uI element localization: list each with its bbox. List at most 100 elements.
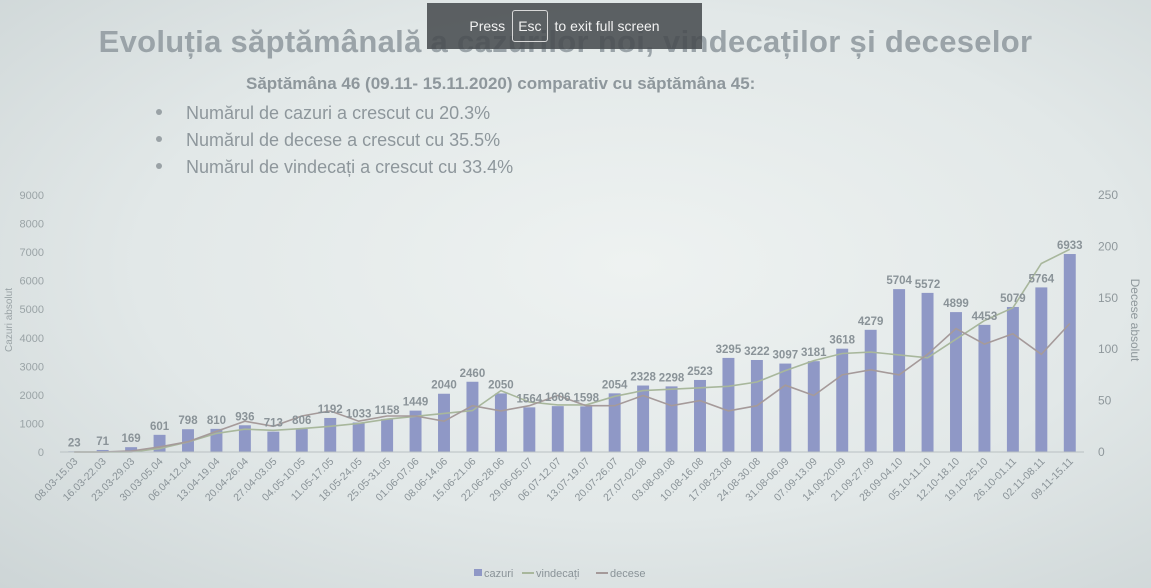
bar (153, 434, 166, 452)
bar (494, 393, 507, 452)
bar-data-label: 798 (178, 415, 198, 427)
bar-data-label: 3222 (744, 346, 770, 358)
y2-tick-label: 200 (1098, 239, 1118, 253)
bar (950, 312, 962, 452)
bar (210, 428, 223, 452)
bar-data-label: 3295 (716, 344, 742, 356)
bar (665, 386, 678, 452)
bar-data-label: 2054 (602, 379, 628, 391)
bar-data-label: 5764 (1029, 273, 1055, 285)
bar-data-label: 1606 (545, 392, 571, 404)
bar-data-label: 1192 (318, 404, 343, 416)
bar-data-label: 5704 (886, 275, 912, 287)
bar (807, 361, 820, 452)
bar-data-label: 4279 (858, 316, 884, 328)
bar-data-label: 1449 (403, 397, 429, 409)
bar (893, 289, 906, 452)
bar-data-label: 806 (292, 415, 311, 427)
bar (694, 379, 706, 452)
bar (864, 329, 877, 452)
bar (608, 393, 621, 452)
line-series-decese (74, 322, 1071, 453)
bar (381, 418, 394, 452)
chart-legend: cazuri vindecați decese (474, 568, 645, 580)
y-tick-label: 9000 (20, 190, 44, 202)
y2-tick-label: 150 (1098, 291, 1118, 305)
bar (352, 422, 365, 452)
bar-data-label: 601 (150, 421, 170, 433)
bar-data-label: 6933 (1057, 240, 1083, 252)
y-tick-label: 0 (38, 447, 44, 459)
bar (466, 381, 479, 452)
bullet-dot-icon (156, 109, 162, 116)
bar-data-label: 169 (122, 433, 141, 445)
y-tick-label: 7000 (20, 247, 44, 259)
bar (779, 363, 792, 452)
bar (978, 324, 991, 452)
bar (580, 406, 593, 452)
bar (324, 417, 337, 452)
y-tick-label: 3000 (20, 361, 44, 373)
y-tick-label: 4000 (20, 333, 44, 345)
y-axis-right: 0 50 100 150 200 250 (1098, 188, 1118, 459)
bar (836, 348, 849, 452)
bar-data-label: 810 (207, 415, 226, 427)
y-tick-label: 5000 (20, 304, 44, 316)
y2-tick-label: 50 (1098, 394, 1112, 408)
y2-axis-label: Decese absolut (1128, 279, 1142, 362)
bar-data-label: 2298 (659, 372, 685, 384)
bar (267, 431, 280, 452)
y2-tick-label: 100 (1098, 342, 1118, 356)
bar-data-label: 5079 (1000, 293, 1026, 305)
bar (1006, 306, 1019, 452)
bar (238, 425, 251, 452)
fullscreen-exit-banner: Press Esc to exit full screen (427, 3, 702, 49)
bar (409, 410, 422, 452)
bar-data-label: 3618 (829, 335, 855, 347)
bar-data-label: 936 (235, 411, 254, 423)
y-tick-label: 1000 (20, 418, 44, 430)
bullet-item: Numărul de vindecați a crescut cu 33.4% (156, 154, 513, 181)
bar-data-label: 5572 (915, 279, 941, 291)
bar (921, 292, 934, 452)
bar (1063, 254, 1076, 452)
bar-data-labels: 23 71 169 601 798 810 936 713 806 1192 1033 1158144… (68, 240, 1083, 449)
bar-data-label: 2050 (488, 379, 514, 391)
y-tick-label: 8000 (20, 219, 44, 231)
y-tick-label: 6000 (20, 276, 44, 288)
bar (295, 428, 308, 452)
bar-data-label: 2328 (630, 372, 656, 384)
bullet-dot-icon (156, 136, 162, 143)
bar-data-label: 4899 (943, 298, 969, 310)
legend-label: vindecați (536, 568, 579, 580)
bar-data-label: 4453 (972, 311, 998, 323)
y-tick-label: 2000 (20, 390, 44, 402)
y2-tick-label: 0 (1098, 445, 1105, 459)
y2-tick-label: 250 (1098, 188, 1118, 202)
y-axis-left: 0 1000 2000 3000 4000 5000 6000 7000 8000 9000 (20, 190, 44, 459)
legend-swatch-cazuri (474, 569, 482, 576)
bullet-item: Numărul de cazuri a crescut cu 20.3% (156, 100, 513, 127)
bullet-item: Numărul de decese a crescut cu 35.5% (156, 127, 513, 154)
bar-data-label: 713 (264, 418, 283, 430)
bar (523, 407, 536, 452)
bar-data-label: 71 (96, 436, 109, 448)
line-series-vindecati (74, 248, 1071, 453)
esc-key-button[interactable]: Esc (512, 10, 548, 42)
bar-data-label: 3097 (773, 350, 799, 362)
y-axis-label: Cazuri absolut (4, 288, 15, 352)
bar-data-label: 1158 (375, 405, 401, 417)
bullet-dot-icon (156, 163, 162, 170)
bullet-list: Numărul de cazuri a crescut cu 20.3% Num… (156, 100, 513, 181)
bar (125, 447, 138, 452)
bar (722, 357, 735, 452)
banner-text-press: Press (469, 18, 506, 34)
bar (438, 393, 450, 452)
bar (551, 406, 564, 452)
banner-text-exit: to exit full screen (554, 18, 660, 34)
bar-data-label: 1598 (573, 392, 599, 404)
bar-series-cazuri (68, 254, 1076, 452)
bar-data-label: 1033 (346, 409, 372, 421)
